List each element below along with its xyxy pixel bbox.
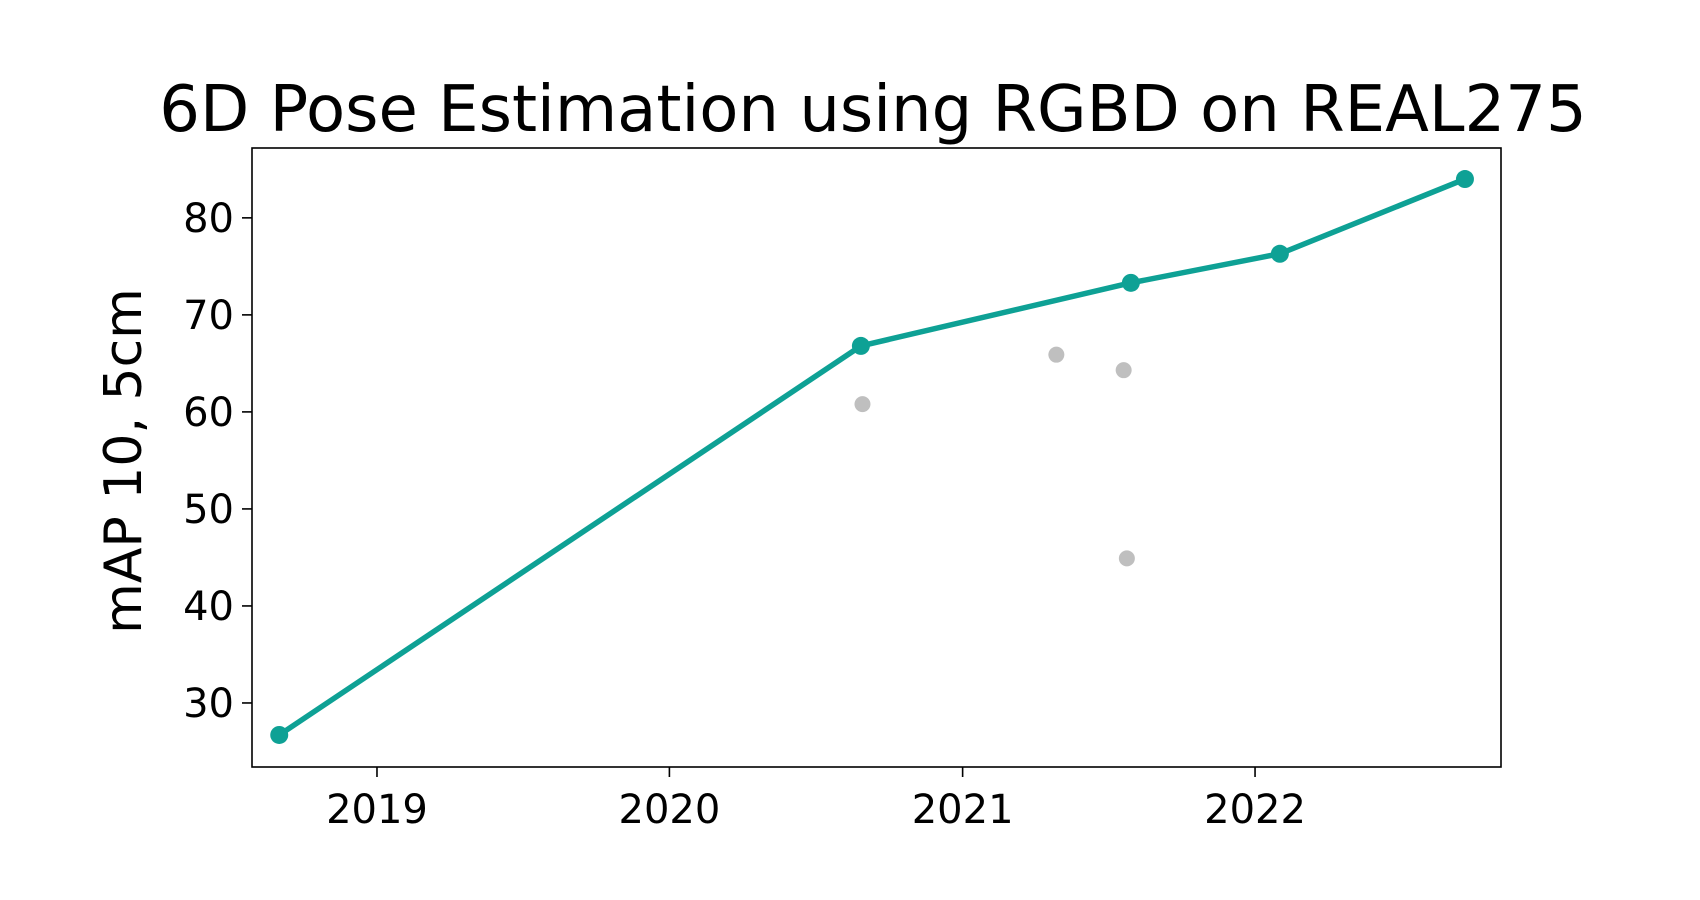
other-method-point (1115, 362, 1132, 379)
y-tick-label: 70 (183, 293, 234, 339)
y-tick-label: 80 (183, 196, 234, 242)
y-tick-label: 50 (183, 487, 234, 533)
y-tick-label: 40 (183, 584, 234, 630)
x-tick-label: 2021 (912, 787, 1014, 833)
sota-point (1270, 244, 1289, 263)
x-tick-label: 2022 (1204, 787, 1306, 833)
other-method-point (854, 396, 871, 413)
x-tick-label: 2019 (326, 787, 428, 833)
other-method-point (1048, 346, 1065, 363)
sota-point (1121, 273, 1140, 292)
sota-point (1455, 170, 1474, 189)
x-tick-label: 2020 (619, 787, 721, 833)
plot-area (270, 170, 1474, 744)
y-tick-label: 30 (183, 681, 234, 727)
sota-point (270, 725, 289, 744)
y-axis-label: mAP 10, 5cm (94, 288, 154, 634)
chart-title: 6D Pose Estimation using RGBD on REAL275 (159, 73, 1586, 147)
axes: 30 40 50 60 70 80 2019 2020 2021 2022 (183, 196, 1306, 833)
plot-frame (251, 147, 1502, 768)
sota-point (851, 336, 870, 355)
other-method-point (1118, 550, 1135, 567)
y-tick-label: 60 (183, 390, 234, 436)
sota-line (276, 176, 1468, 738)
